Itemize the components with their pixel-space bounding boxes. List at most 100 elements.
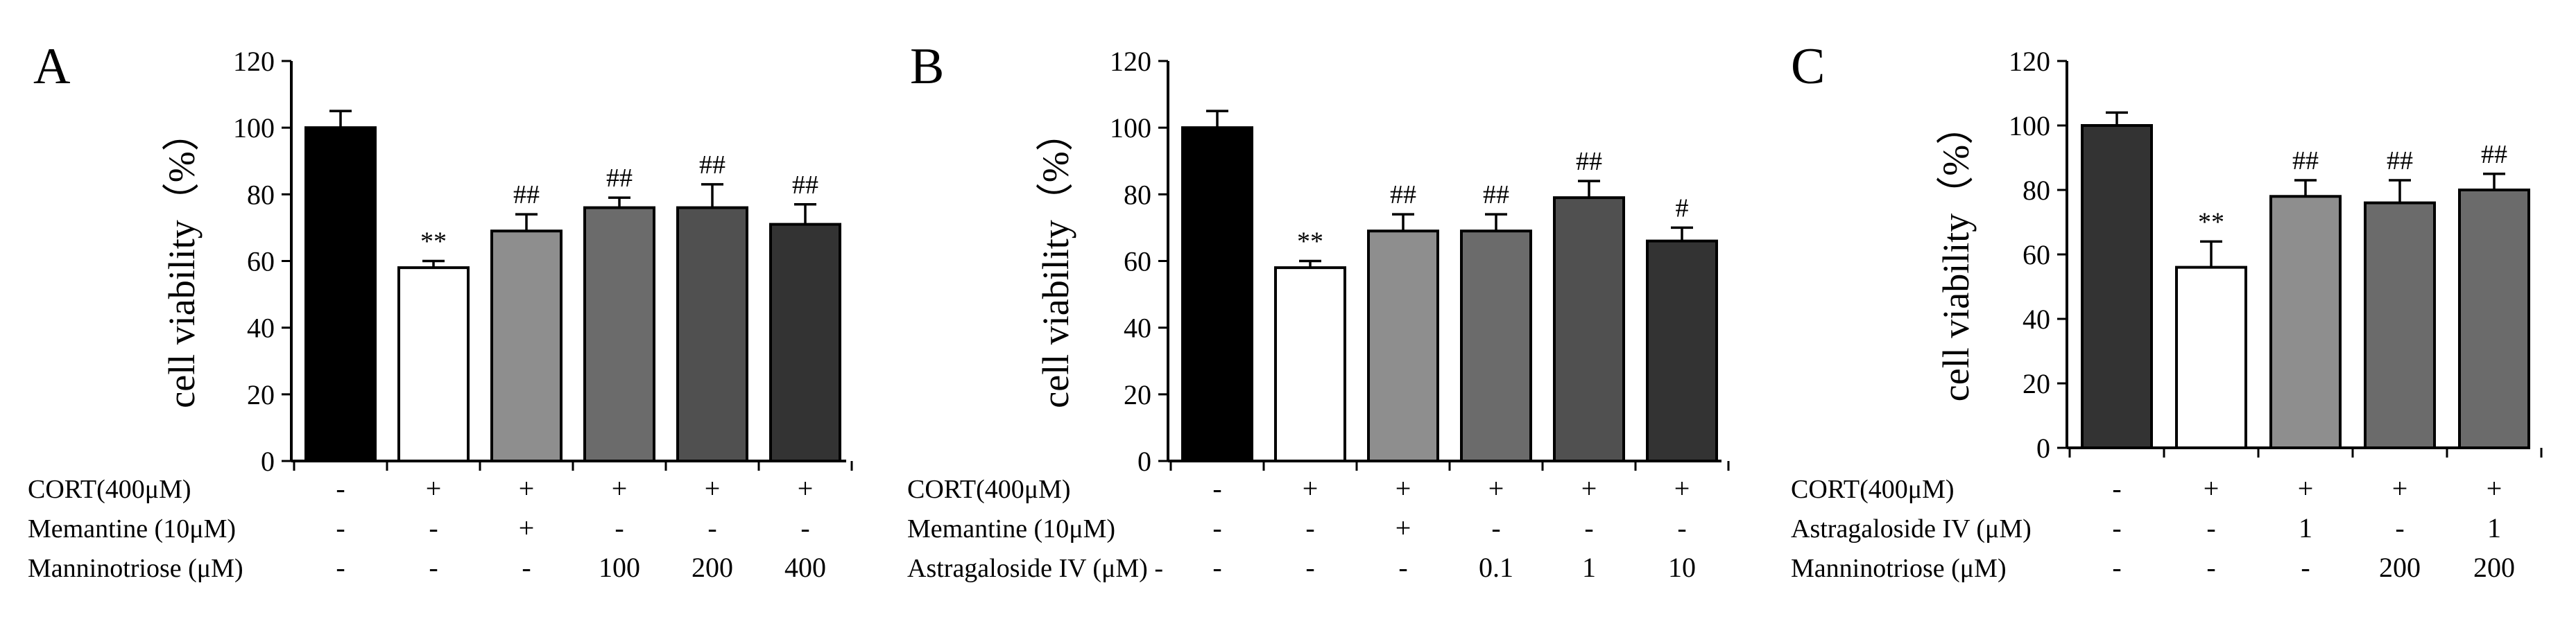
condition-value: -	[800, 512, 809, 544]
condition-value: -	[1305, 512, 1314, 544]
y-tick-label: 100	[1110, 112, 1151, 144]
condition-value: +	[1303, 473, 1319, 504]
condition-value: 100	[599, 552, 640, 583]
significance-mark: ##	[2387, 146, 2413, 175]
y-tick-label: 20	[1124, 379, 1151, 410]
y-tick-label: 120	[233, 46, 275, 77]
condition-value: +	[705, 473, 721, 504]
y-tick-label: 20	[2023, 368, 2050, 399]
y-tick-label: 40	[2023, 304, 2050, 335]
condition-row-label: CORT(400μM)	[28, 475, 191, 504]
condition-value: -	[1305, 552, 1314, 583]
condition-value: +	[1396, 473, 1411, 504]
bar	[1553, 196, 1625, 462]
condition-value: 0.1	[1479, 552, 1513, 583]
condition-value: -	[1584, 512, 1593, 544]
panel-letter: A	[33, 38, 70, 95]
condition-value: +	[1488, 473, 1504, 504]
condition-value: -	[1212, 473, 1221, 504]
condition-value: -	[615, 512, 624, 544]
condition-value: -	[429, 512, 438, 544]
significance-mark: ##	[1483, 180, 1509, 209]
condition-row-label: Astragaloside IV (μM) -	[907, 554, 1163, 583]
y-axis-label: cell viability（%）	[1035, 114, 1076, 408]
significance-mark: #	[1676, 193, 1689, 223]
condition-value: -	[707, 512, 716, 544]
condition-value: -	[2112, 473, 2121, 504]
bar	[2364, 201, 2436, 449]
significance-mark: ##	[699, 150, 725, 180]
y-tick-label: 100	[233, 112, 275, 144]
condition-value: +	[519, 473, 535, 504]
condition-row-label: Astragaloside IV (μM)	[1791, 514, 2032, 544]
bar	[1274, 266, 1346, 462]
condition-value: 10	[1668, 552, 1696, 583]
y-axis-label: cell viability（%）	[1935, 107, 1977, 401]
significance-mark: ##	[2481, 140, 2507, 169]
condition-value: -	[1677, 512, 1686, 544]
significance-mark: **	[2198, 207, 2224, 236]
bar	[304, 126, 377, 463]
y-tick-label: 60	[2023, 239, 2050, 270]
condition-value: +	[2298, 473, 2314, 504]
panel-letter: B	[910, 38, 944, 95]
condition-value: -	[1212, 552, 1221, 583]
significance-mark: **	[1297, 227, 1323, 257]
y-tick-label: 60	[247, 246, 275, 277]
y-tick-label: 80	[1124, 179, 1151, 210]
bar	[490, 229, 563, 462]
condition-value: -	[2206, 512, 2215, 544]
condition-row-label: CORT(400μM)	[1791, 475, 1955, 504]
bar	[1646, 239, 1718, 462]
condition-value: 1	[2299, 512, 2312, 544]
condition-value: 200	[692, 552, 733, 583]
condition-value: -	[336, 552, 345, 583]
condition-value: -	[2112, 512, 2121, 544]
bar	[2175, 266, 2247, 449]
bar	[769, 223, 841, 462]
condition-value: -	[2206, 552, 2215, 583]
condition-value: 400	[784, 552, 826, 583]
condition-value: -	[522, 552, 531, 583]
condition-value: -	[1212, 512, 1221, 544]
condition-value: +	[1396, 512, 1411, 544]
condition-value: -	[2112, 552, 2121, 583]
condition-value: +	[798, 473, 814, 504]
condition-value: +	[1581, 473, 1597, 504]
y-tick-label: 0	[261, 446, 275, 477]
bar	[1460, 229, 1532, 462]
y-tick-label: 40	[247, 313, 275, 344]
condition-value: 1	[1582, 552, 1596, 583]
significance-mark: ##	[513, 180, 540, 209]
condition-row-label: Memantine (10μM)	[907, 514, 1115, 544]
condition-value: -	[1491, 512, 1500, 544]
condition-value: +	[2392, 473, 2408, 504]
y-tick-label: 80	[247, 179, 275, 210]
condition-row-label: Memantine (10μM)	[28, 514, 236, 544]
significance-mark: **	[420, 227, 447, 257]
bar	[676, 206, 748, 462]
condition-value: -	[336, 473, 345, 504]
condition-value: -	[2395, 512, 2404, 544]
y-tick-label: 20	[247, 379, 275, 410]
condition-value: 1	[2487, 512, 2501, 544]
y-tick-label: 60	[1124, 246, 1151, 277]
condition-row-label: Manninotriose (μM)	[28, 554, 243, 583]
condition-value: +	[519, 512, 535, 544]
significance-mark: ##	[1390, 180, 1416, 209]
condition-value: -	[2301, 552, 2310, 583]
bar	[2458, 189, 2530, 449]
y-tick-label: 0	[1137, 446, 1151, 477]
y-tick-label: 120	[2009, 46, 2050, 77]
y-tick-label: 100	[2009, 110, 2050, 141]
significance-mark: ##	[2292, 146, 2319, 175]
condition-value: +	[2204, 473, 2219, 504]
y-tick-label: 40	[1124, 313, 1151, 344]
panel-letter: C	[1791, 38, 1825, 95]
condition-row-label: CORT(400μM)	[907, 475, 1071, 504]
significance-mark: ##	[606, 164, 633, 193]
